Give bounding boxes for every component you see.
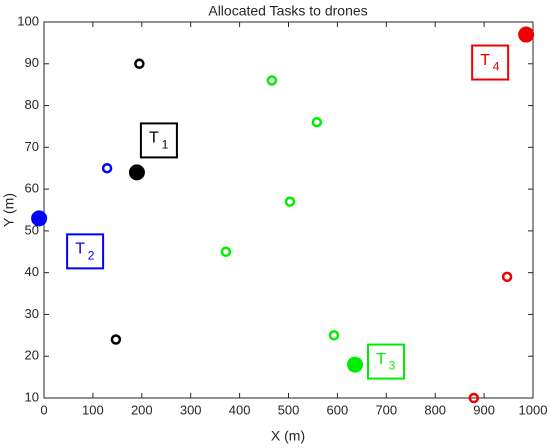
annotation-subscript: 4 (493, 60, 500, 74)
y-tick-label: 30 (25, 306, 39, 321)
annotation-label: T (480, 52, 490, 69)
chart-title: Allocated Tasks to drones (208, 3, 367, 19)
annotation-box (66, 233, 105, 270)
annotation-box (471, 44, 510, 81)
plot-area (44, 22, 533, 398)
drone-marker (518, 26, 535, 43)
y-tick-label: 70 (25, 139, 39, 154)
x-tick-label: 300 (180, 402, 202, 417)
y-tick-label: 60 (25, 181, 39, 196)
axes-box (43, 21, 534, 399)
annotation-box (367, 343, 406, 380)
x-axis-label: X (m) (271, 428, 305, 444)
annotation-label: T (75, 241, 85, 258)
task-marker (110, 334, 122, 345)
annotation-subscript: 1 (162, 138, 169, 152)
x-tick-label: 400 (229, 402, 251, 417)
task-marker (134, 58, 145, 70)
task-marker (101, 162, 113, 174)
y-axis-label: Y (m) (1, 193, 17, 227)
x-tick-label: 200 (131, 402, 153, 417)
y-tick-label: 40 (25, 264, 39, 279)
y-tick-label: 20 (25, 348, 39, 363)
task-marker (468, 392, 480, 404)
task-marker (284, 196, 296, 207)
x-tick-label: 800 (424, 402, 446, 417)
task-marker (311, 117, 323, 128)
x-tick-label: 0 (40, 402, 47, 417)
y-tick-label: 90 (25, 55, 39, 70)
annotation-label: T (376, 351, 386, 368)
task-marker (501, 271, 513, 283)
annotation-label: T (149, 130, 159, 147)
y-tick-label: 80 (25, 97, 39, 112)
y-tick-label: 10 (25, 389, 39, 404)
drone-marker (128, 164, 145, 181)
x-tick-label: 700 (375, 402, 397, 417)
x-tick-label: 500 (278, 402, 300, 417)
x-tick-label: 100 (82, 402, 104, 417)
drone-marker (31, 210, 48, 227)
task-marker (328, 330, 340, 341)
annotation-subscript: 3 (389, 359, 396, 373)
x-tick-label: 1000 (519, 402, 548, 417)
task-marker (220, 246, 232, 258)
y-tick-label: 100 (17, 13, 39, 28)
x-tick-label: 600 (327, 402, 349, 417)
drone-marker (347, 356, 364, 373)
y-tick-label: 50 (25, 222, 39, 237)
task-marker (266, 75, 278, 86)
x-tick-label: 900 (473, 402, 495, 417)
annotation-subscript: 2 (88, 249, 95, 263)
annotation-box (139, 122, 178, 159)
